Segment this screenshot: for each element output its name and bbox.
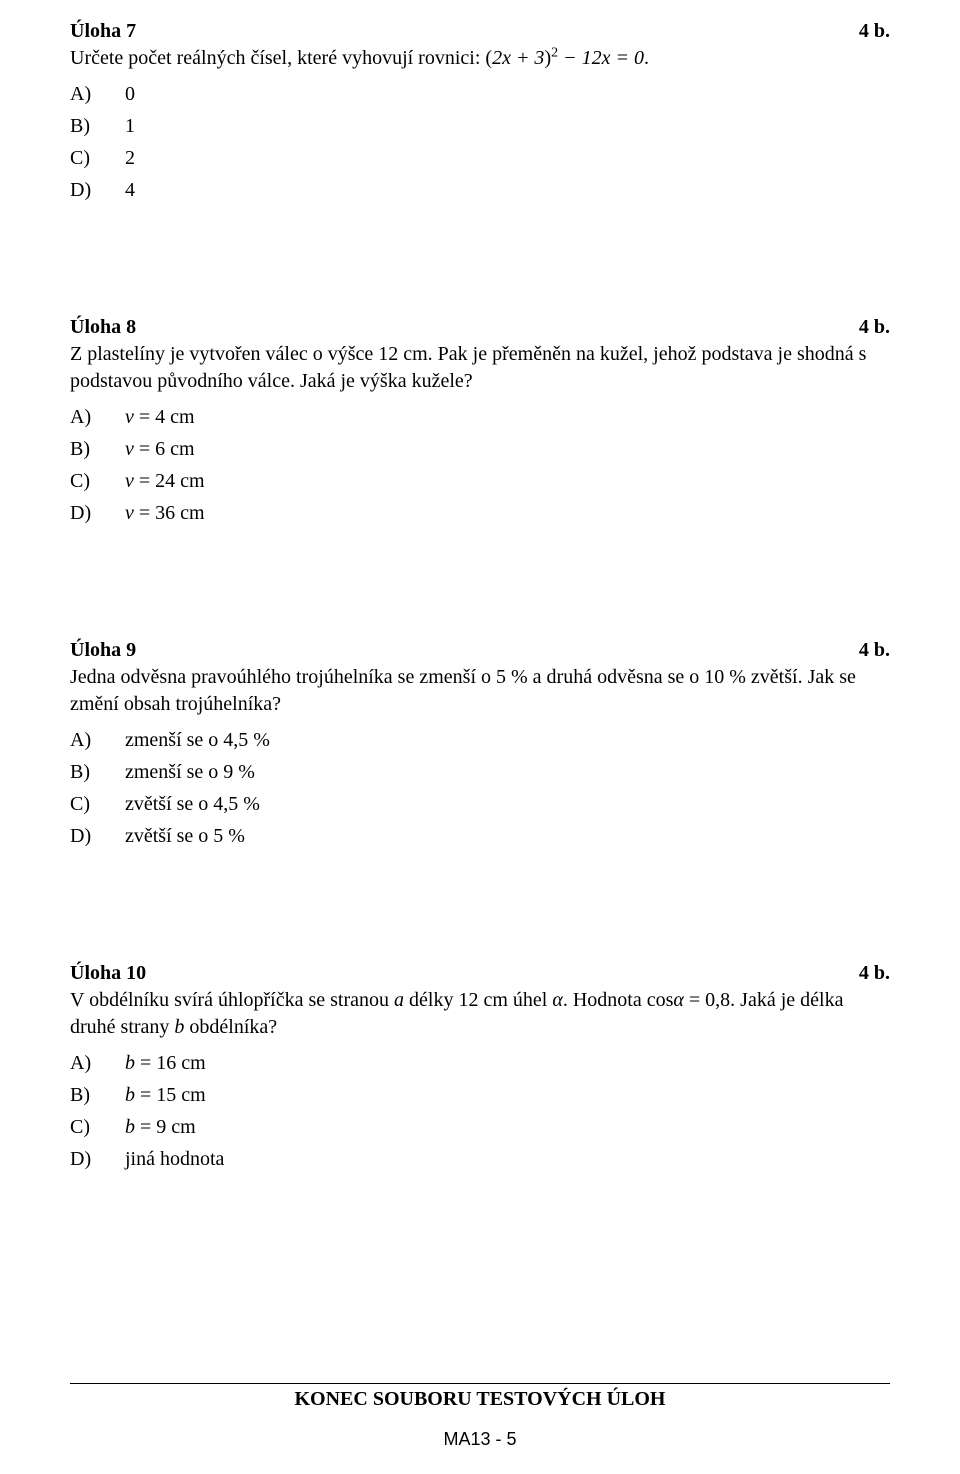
option-text: v = 24 cm — [125, 465, 890, 497]
option-letter: C) — [70, 465, 125, 497]
options: A) b = 16 cm B) b = 15 cm C) b = 9 cm D)… — [70, 1047, 890, 1175]
page: Úloha 7 4 b. Určete počet reálných čísel… — [0, 0, 960, 1474]
task-points: 4 b. — [859, 20, 890, 43]
option-text: zmenší se o 9 % — [125, 756, 890, 788]
option-b: B) 1 — [70, 110, 890, 142]
option-a: A) 0 — [70, 78, 890, 110]
option-letter: B) — [70, 110, 125, 142]
option-letter: B) — [70, 1079, 125, 1111]
option-a: A) zmenší se o 4,5 % — [70, 724, 890, 756]
task-9: Úloha 9 4 b. Jedna odvěsna pravoúhlého t… — [70, 639, 890, 852]
option-b: B) v = 6 cm — [70, 433, 890, 465]
option-c: C) 2 — [70, 142, 890, 174]
option-letter: B) — [70, 433, 125, 465]
task-points: 4 b. — [859, 316, 890, 339]
option-c: C) v = 24 cm — [70, 465, 890, 497]
option-letter: A) — [70, 724, 125, 756]
option-text: v = 36 cm — [125, 497, 890, 529]
task-header: Úloha 9 4 b. — [70, 639, 890, 662]
option-text: b = 15 cm — [125, 1079, 890, 1111]
task-header: Úloha 7 4 b. — [70, 20, 890, 43]
task-title: Úloha 7 — [70, 20, 136, 43]
options: A) zmenší se o 4,5 % B) zmenší se o 9 % … — [70, 724, 890, 852]
task-title: Úloha 8 — [70, 316, 136, 339]
task-points: 4 b. — [859, 962, 890, 985]
task-title: Úloha 10 — [70, 962, 146, 985]
option-letter: C) — [70, 1111, 125, 1143]
option-text: 2 — [125, 142, 890, 174]
option-text: zvětší se o 5 % — [125, 820, 890, 852]
option-text: v = 4 cm — [125, 401, 890, 433]
task-points: 4 b. — [859, 639, 890, 662]
option-letter: C) — [70, 142, 125, 174]
footer-title: KONEC SOUBORU TESTOVÝCH ÚLOH — [70, 1388, 890, 1411]
option-c: C) b = 9 cm — [70, 1111, 890, 1143]
task-title: Úloha 9 — [70, 639, 136, 662]
option-letter: D) — [70, 1143, 125, 1175]
task-prompt: V obdélníku svírá úhlopříčka se stranou … — [70, 987, 890, 1041]
option-text: b = 9 cm — [125, 1111, 890, 1143]
prompt-prefix: Určete počet reálných čísel, které vyhov… — [70, 47, 485, 69]
option-text: zmenší se o 4,5 % — [125, 724, 890, 756]
option-a: A) b = 16 cm — [70, 1047, 890, 1079]
option-text: jiná hodnota — [125, 1143, 890, 1175]
option-letter: A) — [70, 78, 125, 110]
option-text: 0 — [125, 78, 890, 110]
option-letter: B) — [70, 756, 125, 788]
option-b: B) zmenší se o 9 % — [70, 756, 890, 788]
option-d: D) 4 — [70, 174, 890, 206]
task-10: Úloha 10 4 b. V obdélníku svírá úhlopříč… — [70, 962, 890, 1175]
option-text: v = 6 cm — [125, 433, 890, 465]
option-text: b = 16 cm — [125, 1047, 890, 1079]
footer-rule — [70, 1383, 890, 1384]
option-b: B) b = 15 cm — [70, 1079, 890, 1111]
option-text: 4 — [125, 174, 890, 206]
equation: (2x + 3)2 − 12x = 0 — [485, 47, 644, 69]
option-letter: C) — [70, 788, 125, 820]
options: A) 0 B) 1 C) 2 D) 4 — [70, 78, 890, 206]
option-a: A) v = 4 cm — [70, 401, 890, 433]
option-letter: D) — [70, 174, 125, 206]
task-prompt: Z plastelíny je vytvořen válec o výšce 1… — [70, 341, 890, 395]
options: A) v = 4 cm B) v = 6 cm C) v = 24 cm D) … — [70, 401, 890, 529]
option-text: 1 — [125, 110, 890, 142]
task-7: Úloha 7 4 b. Určete počet reálných čísel… — [70, 20, 890, 206]
option-d: D) zvětší se o 5 % — [70, 820, 890, 852]
option-c: C) zvětší se o 4,5 % — [70, 788, 890, 820]
task-header: Úloha 8 4 b. — [70, 316, 890, 339]
option-letter: A) — [70, 1047, 125, 1079]
task-prompt: Určete počet reálných čísel, které vyhov… — [70, 45, 890, 72]
option-d: D) jiná hodnota — [70, 1143, 890, 1175]
option-letter: A) — [70, 401, 125, 433]
task-prompt: Jedna odvěsna pravoúhlého trojúhelníka s… — [70, 664, 890, 718]
page-number: MA13 - 5 — [70, 1429, 890, 1450]
option-d: D) v = 36 cm — [70, 497, 890, 529]
task-8: Úloha 8 4 b. Z plastelíny je vytvořen vá… — [70, 316, 890, 529]
option-letter: D) — [70, 820, 125, 852]
option-text: zvětší se o 4,5 % — [125, 788, 890, 820]
task-header: Úloha 10 4 b. — [70, 962, 890, 985]
option-letter: D) — [70, 497, 125, 529]
page-footer: KONEC SOUBORU TESTOVÝCH ÚLOH MA13 - 5 — [70, 1383, 890, 1450]
